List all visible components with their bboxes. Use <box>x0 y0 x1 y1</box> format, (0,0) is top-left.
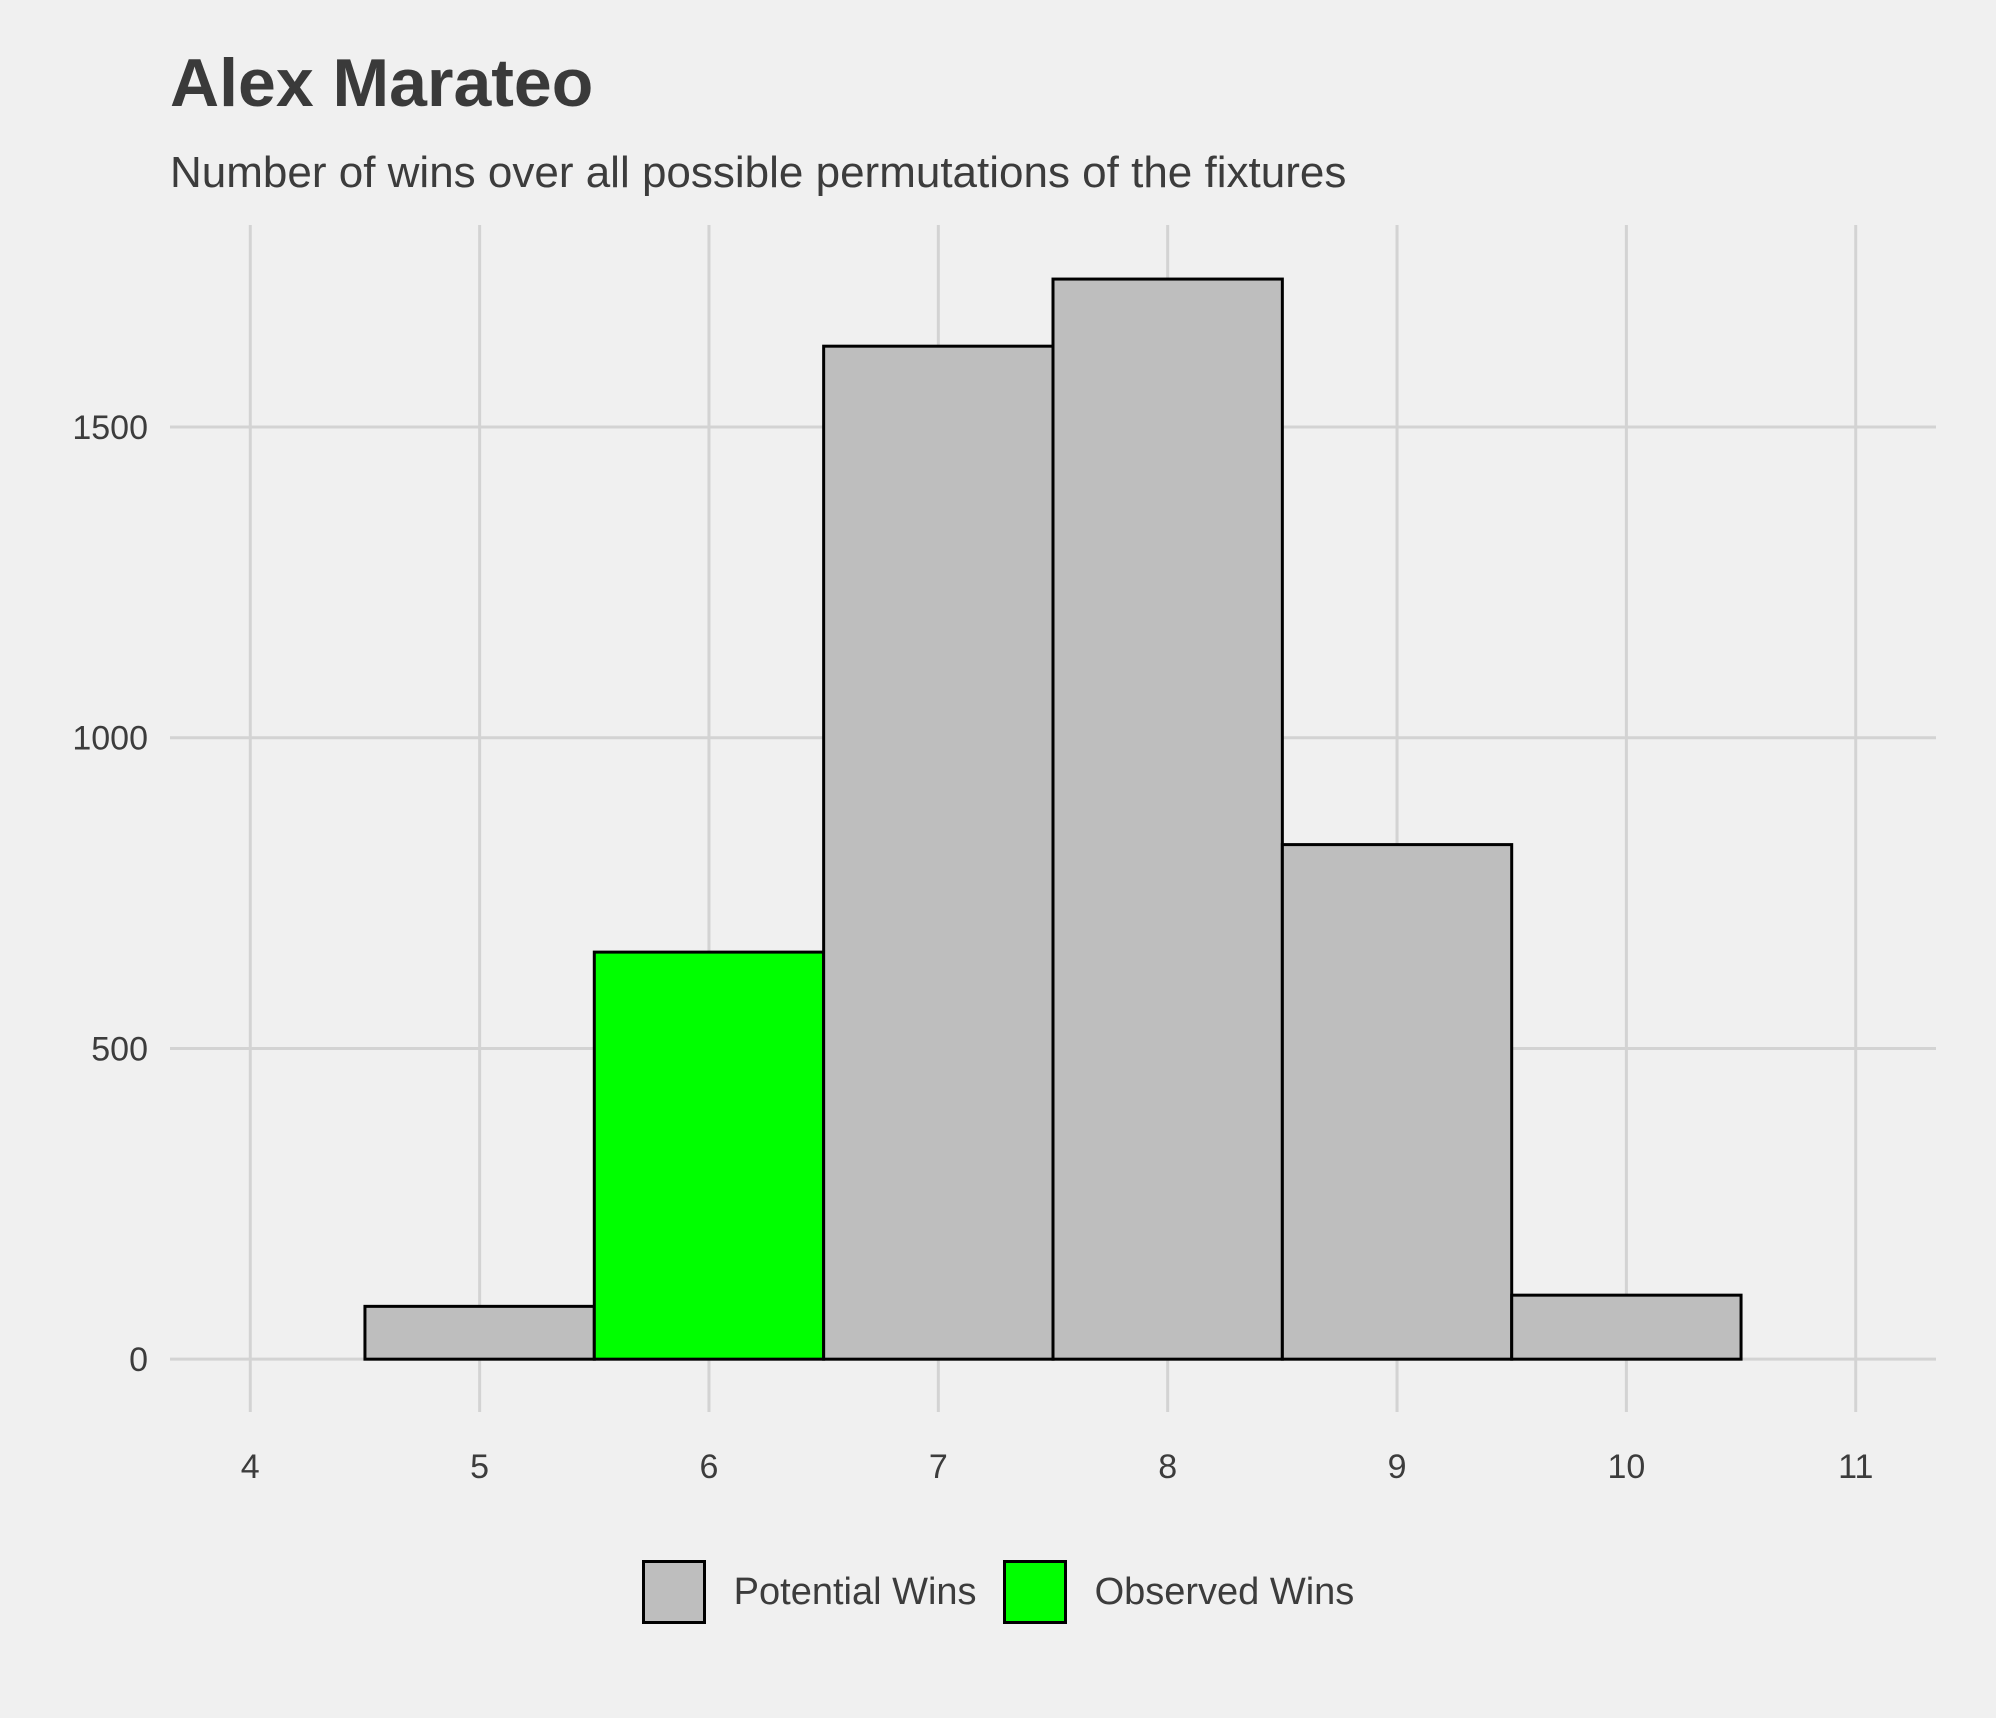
x-tick-label-4: 4 <box>241 1448 260 1486</box>
x-tick-label-5: 5 <box>470 1448 489 1486</box>
legend-item-potential-wins: Potential Wins <box>641 1560 977 1624</box>
axis-ticks: 4 5 6 7 8 9 10 11 0 500 1000 1500 <box>72 409 1873 1486</box>
legend-label-observed-wins: Observed Wins <box>1094 1570 1355 1613</box>
bars <box>363 277 1743 1361</box>
legend-swatch-potential-wins <box>641 1560 706 1624</box>
legend-item-observed-wins: Observed Wins <box>1002 1560 1355 1624</box>
bar-6 <box>592 950 826 1361</box>
chart-subtitle: Number of wins over all possible permuta… <box>170 148 1347 197</box>
y-tick-label-0: 0 <box>129 1341 148 1379</box>
x-tick-label-7: 7 <box>929 1448 948 1486</box>
legend-swatch-observed-wins <box>1002 1560 1067 1624</box>
chart-title: Alex Marateo <box>170 45 594 121</box>
x-tick-label-8: 8 <box>1158 1448 1177 1486</box>
y-tick-label-1500: 1500 <box>72 409 148 447</box>
x-tick-label-6: 6 <box>700 1448 719 1486</box>
y-tick-label-500: 500 <box>91 1030 148 1068</box>
bar-7 <box>822 344 1055 1361</box>
y-tick-label-1000: 1000 <box>72 720 148 758</box>
legend: Potential Wins Observed Wins <box>0 1560 1996 1624</box>
x-tick-label-9: 9 <box>1388 1448 1407 1486</box>
bar-8 <box>1051 277 1284 1361</box>
bar-9 <box>1280 843 1514 1361</box>
legend-label-potential-wins: Potential Wins <box>733 1570 977 1613</box>
bar-10 <box>1510 1293 1743 1361</box>
bar-5 <box>363 1304 596 1361</box>
x-tick-label-11: 11 <box>1838 1448 1873 1486</box>
x-tick-label-10: 10 <box>1607 1448 1645 1486</box>
